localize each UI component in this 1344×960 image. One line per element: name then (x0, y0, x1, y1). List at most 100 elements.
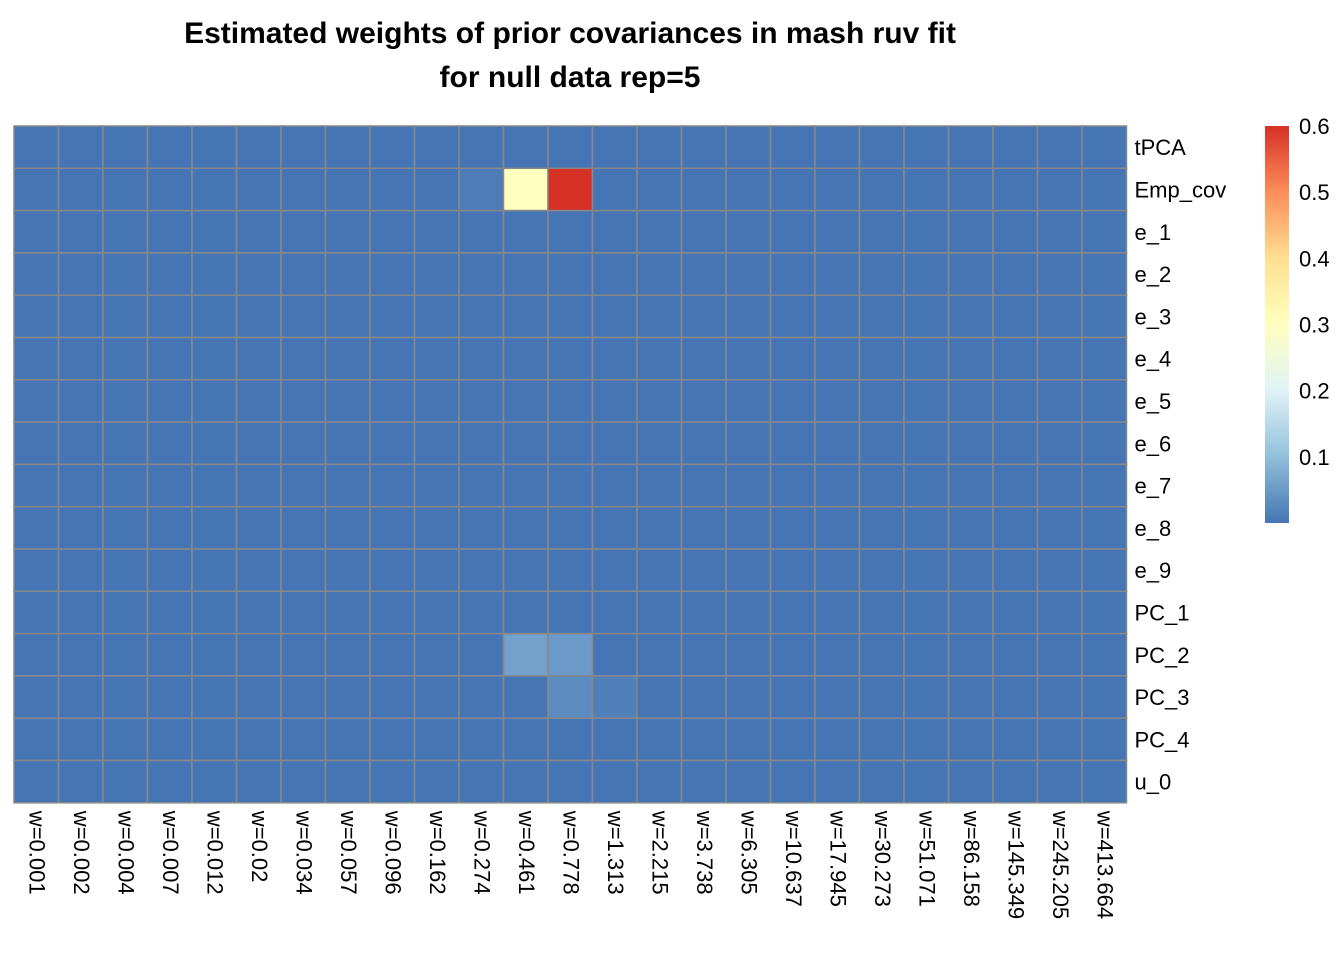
heatmap-cell (992, 421, 1039, 466)
heatmap-cell (235, 252, 282, 296)
heatmap-cell (324, 167, 371, 212)
heatmap-cell (1036, 463, 1083, 508)
heatmap-cell (146, 125, 193, 170)
heatmap-cell (146, 421, 193, 466)
heatmap-cell (146, 252, 193, 296)
heatmap-cell (57, 294, 104, 339)
column-label: w=0.007 (158, 810, 183, 895)
heatmap-cell (591, 632, 638, 677)
heatmap-cell (413, 379, 460, 423)
heatmap-cell (1081, 379, 1128, 423)
heatmap-cell (458, 379, 505, 423)
heatmap-cell (57, 675, 104, 719)
heatmap-cell (235, 209, 282, 254)
heatmap-cell (502, 209, 549, 254)
heatmap-cell (146, 209, 193, 254)
heatmap-cell (547, 759, 594, 804)
heatmap-cell (547, 675, 594, 719)
heatmap-cell (903, 336, 950, 381)
column-label: w=30.273 (870, 810, 895, 907)
column-label: w=3.738 (692, 810, 717, 895)
heatmap-cell (992, 294, 1039, 339)
heatmap-cell (324, 548, 371, 593)
heatmap-cell (235, 759, 282, 804)
heatmap-cell (725, 632, 772, 677)
heatmap-cell (102, 505, 149, 550)
heatmap-cell (191, 379, 238, 423)
heatmap-cell (102, 379, 149, 423)
heatmap-cell (591, 125, 638, 170)
heatmap-cell (13, 717, 60, 762)
row-label: u_0 (1135, 770, 1172, 795)
heatmap-cell (324, 675, 371, 719)
heatmap-cell (725, 759, 772, 804)
heatmap-cell (13, 675, 60, 719)
row-label: PC_1 (1135, 600, 1190, 625)
heatmap-cell (146, 717, 193, 762)
heatmap-cell (413, 252, 460, 296)
heatmap-cell (547, 548, 594, 593)
heatmap-cell (458, 125, 505, 170)
row-label: e_6 (1135, 431, 1172, 456)
heatmap-cell (191, 590, 238, 635)
heatmap-cell (903, 209, 950, 254)
heatmap-cell (814, 717, 861, 762)
heatmap-cell (680, 336, 727, 381)
heatmap-cell (680, 548, 727, 593)
column-label: w=0.778 (558, 810, 583, 895)
heatmap-cell (502, 590, 549, 635)
column-label: w=0.057 (336, 810, 361, 895)
heatmap-cell (814, 294, 861, 339)
heatmap-cell (725, 167, 772, 212)
heatmap-cell (102, 675, 149, 719)
heatmap-cell (235, 379, 282, 423)
column-label: w=0.096 (380, 810, 405, 895)
heatmap-cell (13, 632, 60, 677)
heatmap-cell (280, 590, 327, 635)
heatmap-cell (858, 125, 905, 170)
heatmap-cell (57, 717, 104, 762)
heatmap-cell (191, 421, 238, 466)
heatmap-cell (680, 421, 727, 466)
heatmap-cell (680, 167, 727, 212)
heatmap-cell (369, 125, 416, 170)
column-label: w=10.637 (781, 810, 806, 907)
heatmap-cell (324, 590, 371, 635)
heatmap-cell (636, 209, 683, 254)
heatmap-cell (458, 336, 505, 381)
heatmap-cell (992, 125, 1039, 170)
heatmap-cell (146, 675, 193, 719)
heatmap-cell (280, 125, 327, 170)
color-legend: 0.1 0.2 0.3 0.4 0.5 0.6 (1265, 114, 1330, 523)
heatmap-cell (636, 759, 683, 804)
heatmap-cell (903, 759, 950, 804)
heatmap-cell (413, 590, 460, 635)
heatmap-cell (280, 379, 327, 423)
heatmap-cell (769, 505, 816, 550)
heatmap-cell (1081, 336, 1128, 381)
heatmap-cell (102, 759, 149, 804)
heatmap-cell (191, 209, 238, 254)
heatmap-cell (858, 505, 905, 550)
heatmap-cell (413, 675, 460, 719)
heatmap-cell (369, 379, 416, 423)
heatmap-cell (13, 125, 60, 170)
heatmap-cell (502, 167, 549, 212)
heatmap-cell (324, 294, 371, 339)
heatmap-cell (725, 379, 772, 423)
colorbar-tick-label: 0.1 (1299, 445, 1330, 470)
heatmap-cell (636, 505, 683, 550)
heatmap-cell (903, 167, 950, 212)
row-label: Emp_cov (1135, 177, 1227, 202)
heatmap-cell (992, 336, 1039, 381)
heatmap-cell (102, 125, 149, 170)
heatmap-cell (191, 505, 238, 550)
heatmap-cell (369, 252, 416, 296)
heatmap-cell (458, 675, 505, 719)
heatmap-cell (102, 294, 149, 339)
column-label: w=413.664 (1092, 810, 1117, 919)
heatmap-cell (725, 590, 772, 635)
heatmap-cell (769, 336, 816, 381)
heatmap-cell (680, 590, 727, 635)
